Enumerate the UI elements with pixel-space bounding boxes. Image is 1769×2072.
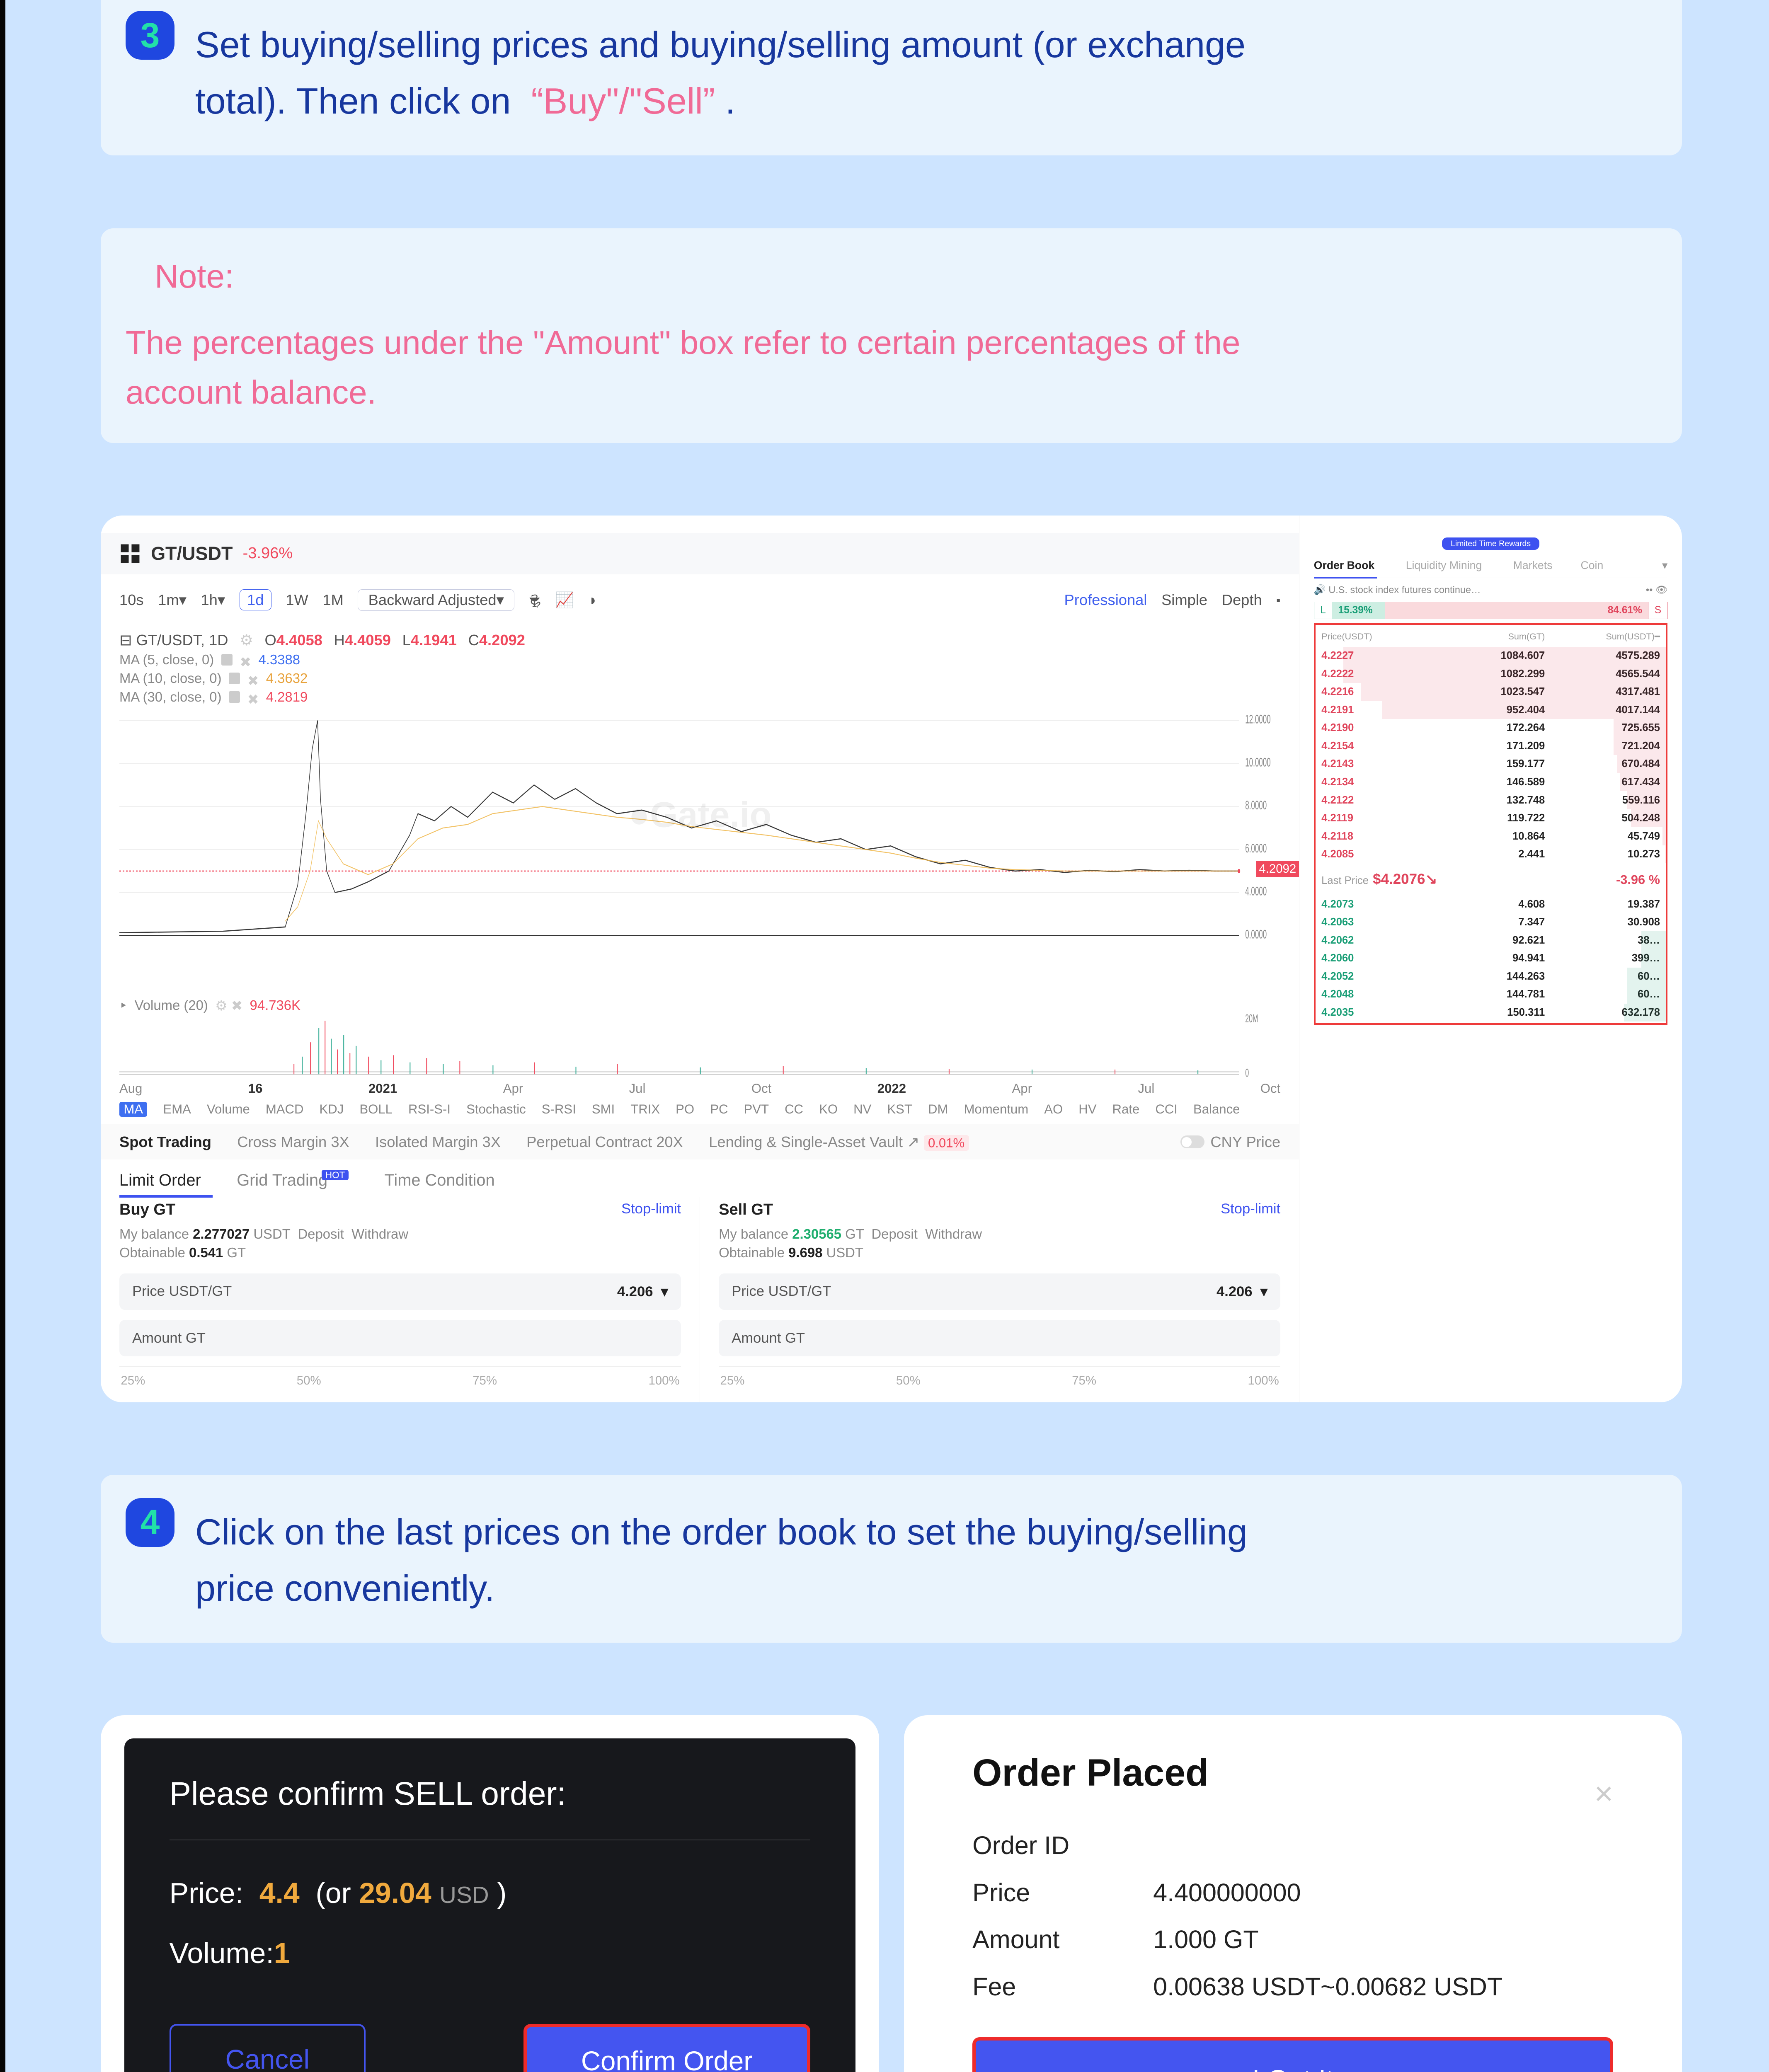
svg-text:12.0000: 12.0000 (1245, 713, 1270, 726)
svg-text:20M: 20M (1245, 1014, 1258, 1025)
svg-text:6.0000: 6.0000 (1245, 842, 1267, 856)
svg-text:0.0000: 0.0000 (1245, 928, 1267, 942)
svg-text:10.0000: 10.0000 (1245, 756, 1270, 770)
svg-text:0: 0 (1245, 1067, 1249, 1078)
svg-text:4.0000: 4.0000 (1245, 885, 1267, 898)
svg-text:8.0000: 8.0000 (1245, 799, 1267, 813)
